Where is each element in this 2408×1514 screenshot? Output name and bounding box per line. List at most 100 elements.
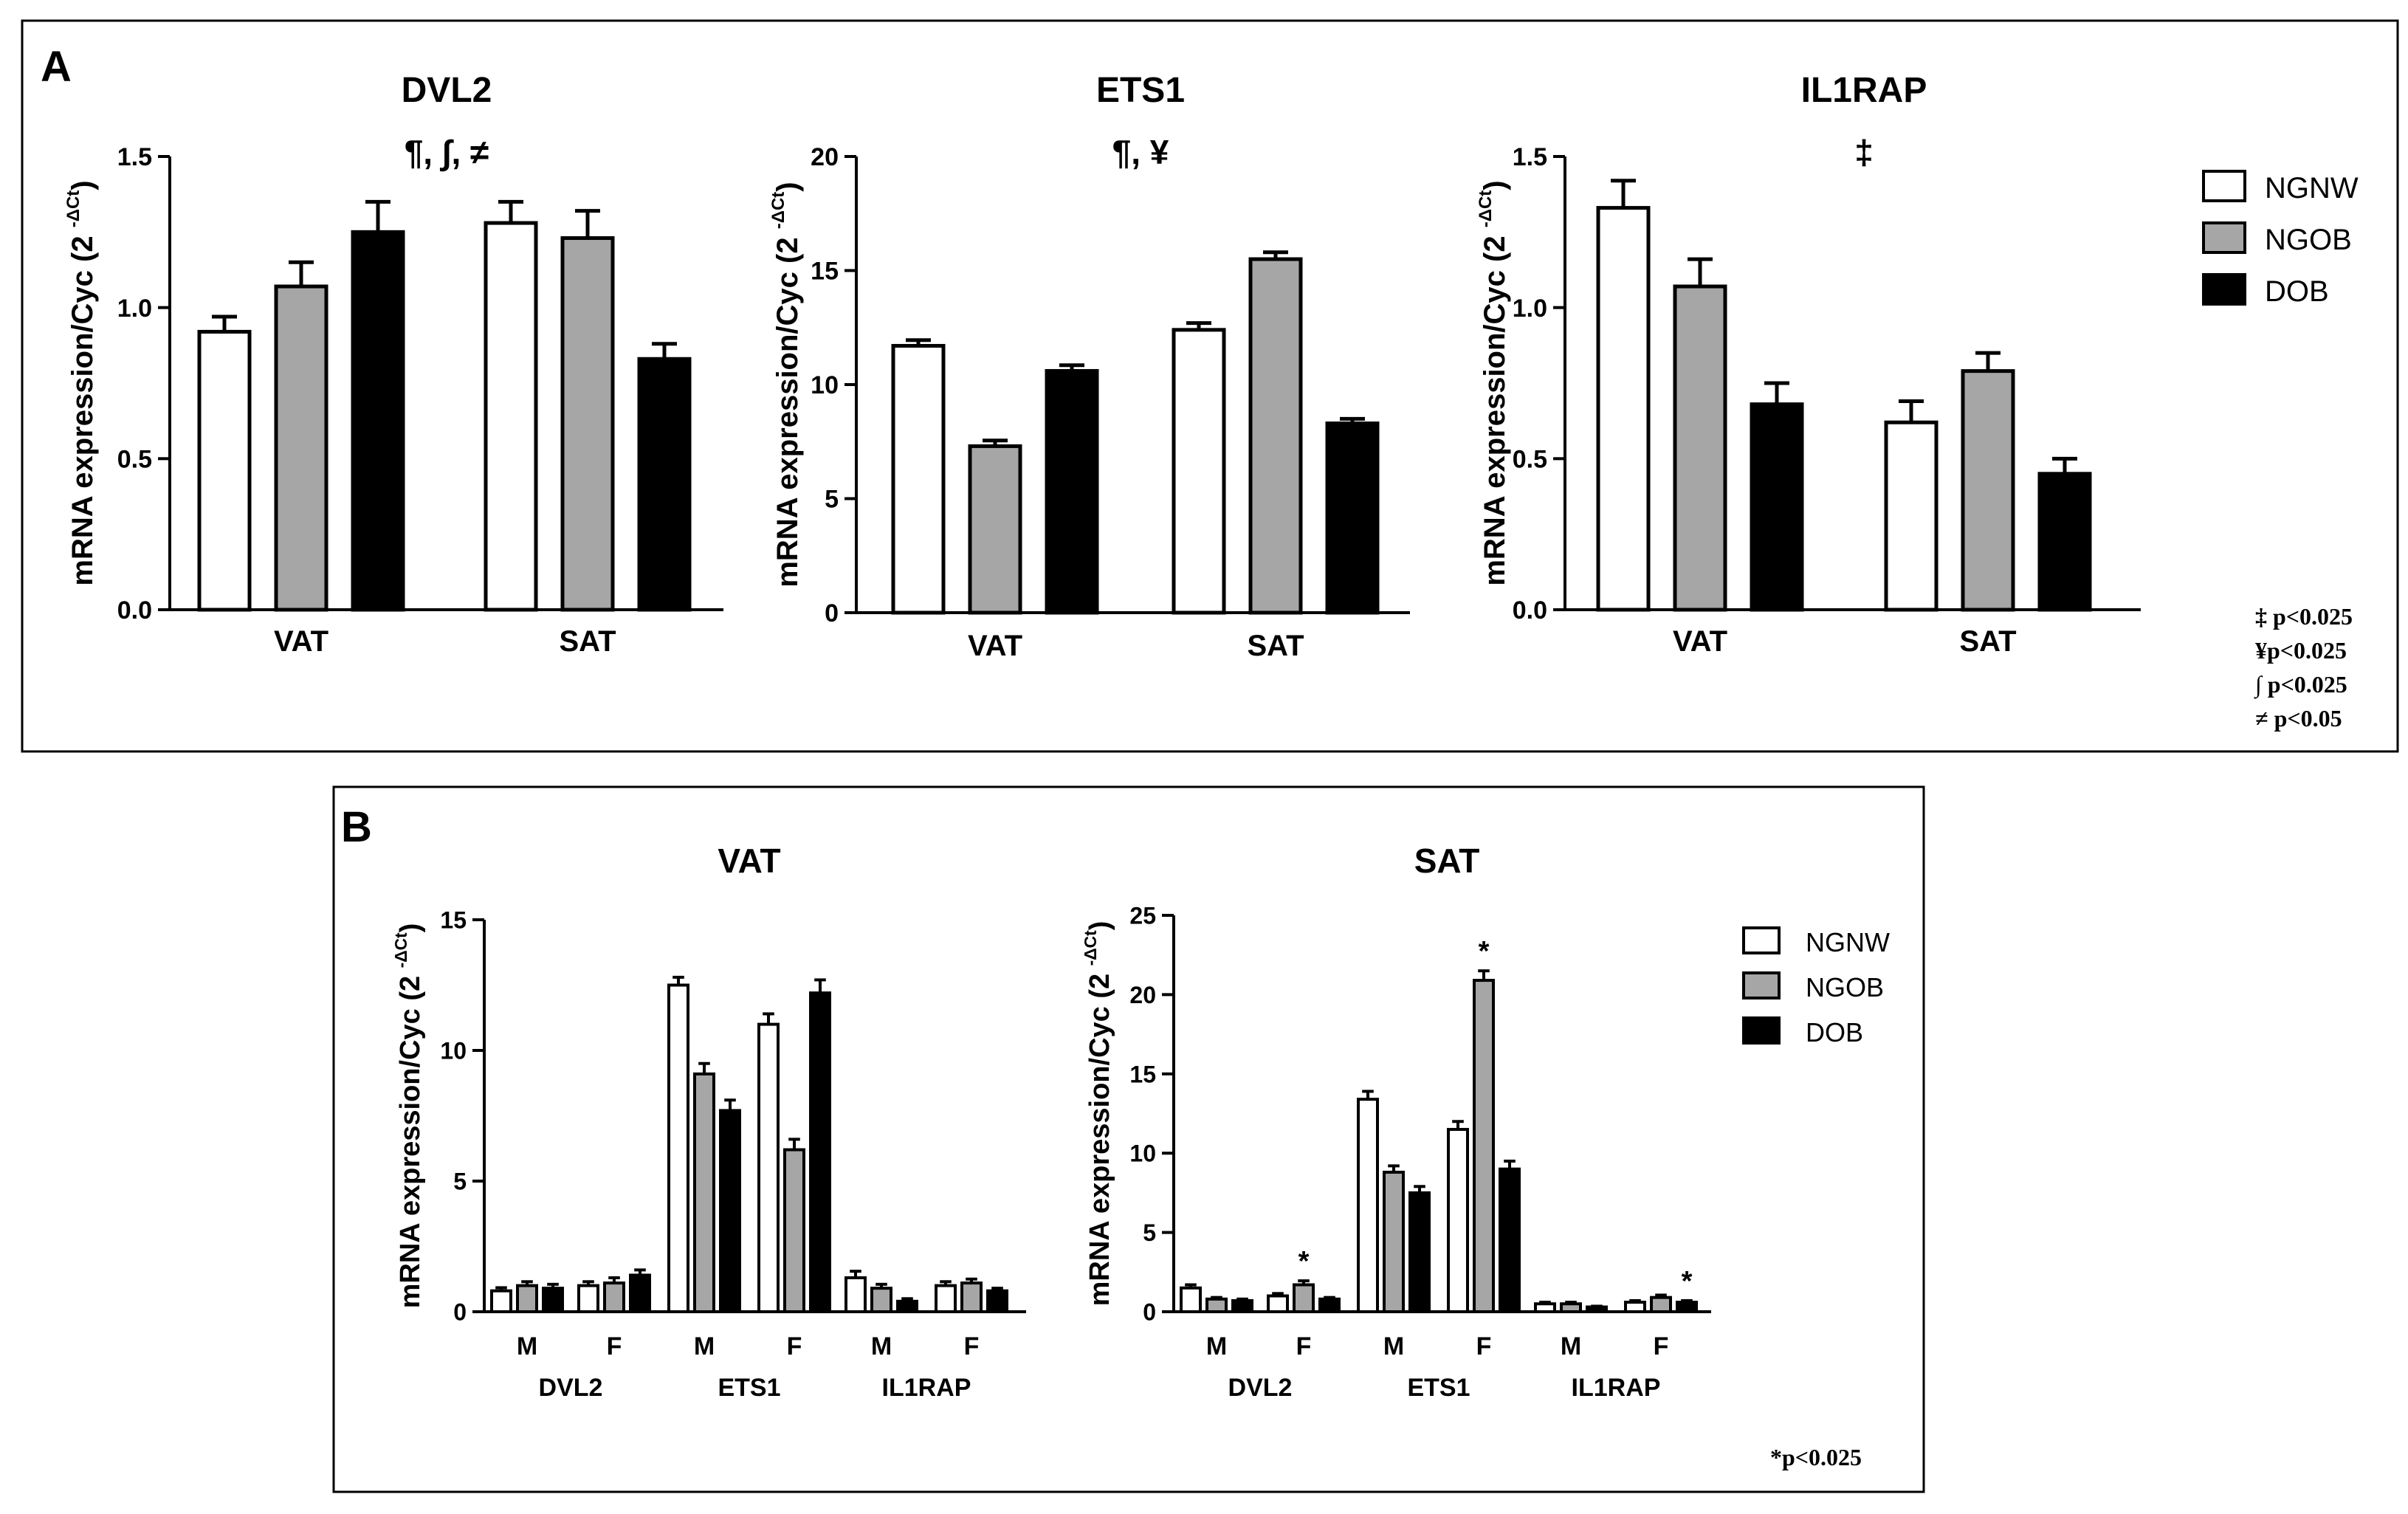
bar-dob [809, 991, 831, 1313]
y-tick-label: 25 [1129, 903, 1156, 929]
legend-label-dob: DOB [1806, 1017, 1863, 1047]
y-tick-label: 0.5 [1513, 446, 1547, 474]
x-category-label: VAT [1673, 625, 1727, 658]
panel-a-footnote: ≠ p<0.05 [2255, 705, 2342, 732]
bar-ngnw [1180, 1286, 1202, 1314]
y-tick-label: 20 [1129, 982, 1156, 1008]
bar-ngnw [891, 343, 946, 615]
bar-dob [2037, 472, 2092, 612]
x-category-label: M [517, 1332, 537, 1360]
chart-title: DVL2 [402, 71, 492, 110]
y-axis-label-text: mRNA expression/Cyc (2 [1084, 966, 1115, 1306]
x-gene-label: ETS1 [1407, 1374, 1470, 1402]
y-axis-label: mRNA expression/Cyc (2 -ΔCt) [391, 923, 426, 1309]
y-axis-label-text: mRNA expression/Cyc (2 [771, 229, 804, 587]
legend-swatch-ngob [1742, 971, 1781, 999]
x-category-label: VAT [274, 625, 328, 658]
bar-ngob [1961, 369, 2015, 612]
chart-vat-by-sex: VAT 0 5 10 15 mRNA expression/Cyc (2 -ΔCt) M F M… [391, 842, 1026, 1402]
x-category-label: M [1561, 1332, 1581, 1360]
bar-ngnw [197, 329, 252, 612]
y-axis-label-text: mRNA expression/Cyc (2 [66, 227, 99, 585]
bar-dob [629, 1273, 651, 1313]
bar-ngob [560, 236, 615, 612]
significance-marker: * [1479, 936, 1490, 967]
panel-a-footnotes: ‡ p<0.025 ¥p<0.025 ∫ p<0.025 ≠ p<0.05 [2254, 603, 2353, 732]
chart-title: VAT [718, 842, 780, 880]
y-tick-label: 0.0 [1513, 596, 1547, 624]
bar-ngob [968, 444, 1022, 615]
y-axis-label-superscript: -ΔCt [63, 190, 83, 228]
x-category-label: F [607, 1332, 622, 1360]
y-axis-label-close: ) [66, 180, 99, 190]
bar-ngob [1650, 1295, 1672, 1313]
chart-title: IL1RAP [1801, 71, 1927, 110]
y-axis-label-close: ) [395, 923, 426, 933]
y-tick-label: 0.0 [117, 596, 152, 624]
legend-label-ngob: NGOB [1806, 972, 1884, 1002]
x-category-label: SAT [559, 625, 616, 658]
bar-dob [719, 1109, 741, 1314]
x-category-label: F [964, 1332, 980, 1360]
bar-dob [1045, 368, 1099, 615]
y-tick-label: 1.0 [117, 295, 152, 323]
x-gene-label: DVL2 [1228, 1374, 1293, 1402]
y-axis-label-superscript: -ΔCt [391, 932, 410, 968]
bar-dob [1676, 1301, 1698, 1314]
bar-ngnw [757, 1022, 780, 1313]
x-gene-label: IL1RAP [1572, 1374, 1661, 1402]
bar-ngnw [1596, 206, 1651, 612]
significance-marker: * [1298, 1246, 1310, 1277]
bar-ngnw [1447, 1127, 1469, 1313]
legend-a: NGNW NGOB DOB [2202, 170, 2359, 308]
chart-dvl2: DVL2 ¶, ∫, ≠ 0.0 0.5 1.0 1.5 mRNA expression/C… [63, 71, 723, 658]
x-category-label: F [1296, 1332, 1312, 1360]
y-tick-label: 0 [1143, 1299, 1156, 1326]
chart-title: ETS1 [1096, 71, 1185, 110]
y-tick-label: 15 [1129, 1061, 1156, 1087]
significance-marker: * [1682, 1266, 1693, 1297]
bar-dob [1231, 1298, 1253, 1313]
y-tick-label: 15 [811, 258, 839, 286]
y-tick-label: 0 [825, 599, 839, 627]
x-category-label: M [1383, 1332, 1404, 1360]
y-axis-label-close: ) [771, 182, 804, 191]
bar-dob [1408, 1191, 1431, 1314]
chart-annotation: ‡ [1854, 133, 1874, 171]
bar-dob [1750, 402, 1804, 612]
y-axis-label-close: ) [1479, 180, 1511, 190]
y-tick-label: 5 [825, 486, 839, 514]
bar-ngnw [490, 1289, 512, 1314]
y-tick-label: 15 [440, 907, 467, 934]
bar-dob [986, 1289, 1008, 1314]
bar-ngob [1293, 1283, 1315, 1314]
bar-ngob [1473, 979, 1495, 1313]
bar-ngnw [1172, 328, 1226, 615]
y-tick-label: 10 [811, 371, 839, 399]
bar-ngnw [1267, 1294, 1289, 1314]
x-category-label: SAT [1959, 625, 2016, 658]
bar-ngob [1248, 257, 1303, 615]
bar-ngnw [667, 983, 689, 1313]
legend-swatch-ngnw [2202, 170, 2246, 202]
bar-ngob [693, 1072, 715, 1313]
bar-ngob [960, 1281, 983, 1314]
legend-b: NGNW NGOB DOB [1742, 926, 1890, 1047]
x-gene-label: DVL2 [539, 1374, 603, 1402]
x-gene-label: IL1RAP [882, 1374, 971, 1402]
bar-ngnw [935, 1284, 957, 1313]
bar-ngob [783, 1148, 805, 1314]
x-category-label: M [871, 1332, 892, 1360]
bar-dob [1499, 1167, 1521, 1314]
y-tick-label: 1.5 [117, 143, 152, 171]
y-axis-label: mRNA expression/Cyc (2 -ΔCt) [1476, 180, 1511, 585]
y-axis-label: mRNA expression/Cyc (2 -ΔCt) [1081, 921, 1115, 1307]
bar-dob [351, 230, 405, 612]
x-category-label: F [1476, 1332, 1492, 1360]
bar-dob [1586, 1305, 1608, 1314]
panel-b-label: B [341, 803, 372, 851]
y-tick-label: 10 [440, 1038, 467, 1064]
bar-ngob [516, 1284, 538, 1313]
